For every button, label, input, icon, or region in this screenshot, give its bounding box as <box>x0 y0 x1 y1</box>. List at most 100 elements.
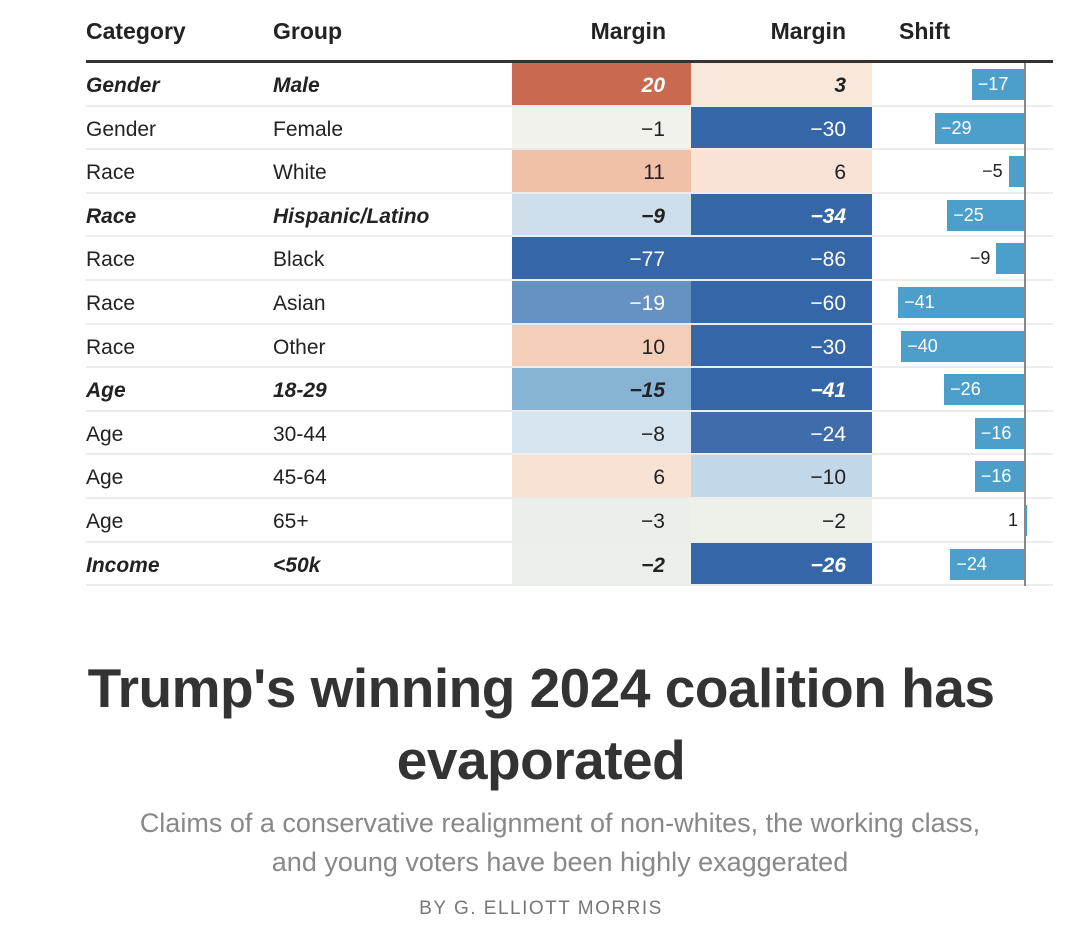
table-row: Gender Female −1 −30 −29 <box>86 106 1053 151</box>
margin-2-cell: −30 <box>691 106 872 151</box>
margin-1-cell: 20 <box>512 63 691 107</box>
table-header: Category Group Margin Margin Shift <box>86 0 1053 61</box>
group-cell: Female <box>273 117 344 141</box>
group-cell: 65+ <box>273 510 309 533</box>
margin-2-value: −60 <box>810 292 846 315</box>
margin-1-value: −2 <box>641 553 665 577</box>
row-separator <box>86 148 1053 151</box>
shift-label: −29 <box>940 117 972 138</box>
header-rule <box>86 60 1053 63</box>
row-separator <box>86 191 1053 194</box>
group-cell: Hispanic/Latino <box>273 204 430 228</box>
article-title: Trump's winning 2024 coalition has evapo… <box>0 652 1082 796</box>
shift-bar <box>947 199 1024 231</box>
margin-2-cell: −26 <box>691 542 872 587</box>
category-cell: Age <box>86 422 124 446</box>
table-row: Age 45-64 6 −10 −16 <box>86 455 1053 499</box>
group-cell: <50k <box>273 553 321 577</box>
shift-bar <box>950 548 1024 580</box>
group-cell: 30-44 <box>273 422 327 446</box>
shift-label: −41 <box>904 292 935 312</box>
shift-label: −16 <box>980 422 1012 443</box>
header-margin-1: Margin <box>590 18 666 44</box>
shift-label: −40 <box>907 335 938 356</box>
margin-1-value: −15 <box>629 379 665 403</box>
row-separator <box>86 584 1053 587</box>
shift-bar <box>971 69 1024 100</box>
margin-2-value: 6 <box>834 161 846 185</box>
header-group: Group <box>273 18 342 44</box>
margin-1-cell: 11 <box>512 150 691 194</box>
margin-2-value: −30 <box>810 335 846 359</box>
margin-2-cell: −41 <box>691 368 872 412</box>
margin-1-value: −77 <box>629 248 665 272</box>
table-row: Age 18-29 −15 −41 −26 <box>86 368 1053 412</box>
row-separator <box>86 278 1053 281</box>
table-row: Race White 11 6 −5 <box>86 150 1053 194</box>
table-row: Age 30-44 −8 −24 −16 <box>86 411 1053 456</box>
margin-2-cell: 6 <box>691 150 872 194</box>
table-row: Income <50k −2 −26 −24 <box>86 542 1053 587</box>
margin-2-cell: −34 <box>691 193 872 238</box>
category-cell: Age <box>86 466 124 490</box>
row-separator <box>86 322 1053 325</box>
subtitle-line-1: Claims of a conservative realignment of … <box>139 808 981 838</box>
margin-2-value: −34 <box>810 204 846 228</box>
margin-1-value: −1 <box>641 117 665 141</box>
shift-label: 1 <box>1007 510 1018 530</box>
table-row: Gender Male 20 3 −17 <box>86 63 1053 107</box>
category-cell: Race <box>86 204 137 228</box>
margin-2-value: −41 <box>810 379 846 403</box>
shift-label: −5 <box>982 161 1003 182</box>
margin-2-value: −24 <box>810 422 846 446</box>
shift-bar <box>898 287 1024 318</box>
margin-1-cell: −3 <box>512 499 691 543</box>
margin-1-value: 6 <box>653 466 665 490</box>
shift-label: −16 <box>980 466 1012 487</box>
margin-1-cell: −19 <box>512 281 691 325</box>
margin-1-value: −8 <box>641 422 665 446</box>
row-separator <box>86 453 1053 456</box>
row-separator <box>86 409 1053 412</box>
header-category: Category <box>86 18 186 44</box>
margin-2-cell: −2 <box>691 499 872 543</box>
margin-1-cell: −2 <box>512 542 691 587</box>
row-separator <box>86 235 1053 238</box>
table-row: Race Asian −19 −60 −41 <box>86 281 1053 325</box>
category-cell: Gender <box>86 74 160 97</box>
margin-1-cell: −77 <box>512 237 691 281</box>
margin-1-value: 20 <box>641 74 665 97</box>
category-cell: Race <box>86 161 136 185</box>
header-margin-2: Margin <box>770 18 846 44</box>
margin-1-cell: −15 <box>512 368 691 412</box>
margin-1-cell: −9 <box>512 193 691 238</box>
margin-2-value: −86 <box>810 248 846 272</box>
row-separator <box>86 496 1053 499</box>
margin-2-value: −2 <box>822 510 846 533</box>
category-cell: Gender <box>86 117 157 141</box>
shift-bar <box>974 417 1024 449</box>
group-cell: White <box>273 161 327 185</box>
row-separator <box>86 366 1053 369</box>
shift-label: −17 <box>977 74 1009 94</box>
row-separator <box>86 540 1053 543</box>
shift-label: −26 <box>950 379 981 400</box>
margin-2-cell: −10 <box>691 455 872 499</box>
group-cell: 18-29 <box>273 379 327 403</box>
group-cell: Asian <box>273 292 326 315</box>
margin-1-cell: 10 <box>512 324 691 369</box>
margin-2-value: 3 <box>834 74 846 97</box>
margin-1-value: −19 <box>629 292 665 315</box>
group-cell: 45-64 <box>273 466 327 490</box>
shift-bar <box>944 374 1024 406</box>
shift-label: −25 <box>953 204 984 225</box>
margin-1-value: 11 <box>643 161 665 185</box>
margin-1-value: 10 <box>641 335 665 359</box>
article-subtitle: Claims of a conservative realignment of … <box>60 804 1060 882</box>
category-cell: Income <box>86 553 160 577</box>
byline: BY G. ELLIOTT MORRIS <box>419 898 663 919</box>
margin-2-cell: 3 <box>691 63 872 107</box>
shift-zero-axis <box>1024 63 1026 587</box>
shift-bar <box>996 243 1024 275</box>
margin-2-value: −30 <box>810 117 846 141</box>
